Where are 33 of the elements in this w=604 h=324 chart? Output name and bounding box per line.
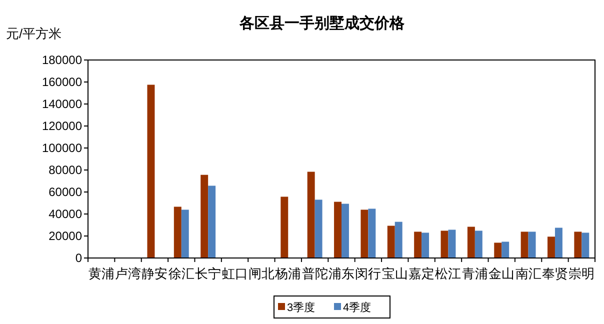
legend-label: 4季度 <box>343 301 372 314</box>
x-tick-label: 嘉定 <box>408 266 435 281</box>
x-tick-label: 闵行 <box>355 266 382 281</box>
x-tick-label: 崇明 <box>568 266 595 281</box>
y-tick-label: 180000 <box>42 53 82 67</box>
y-tick-label: 40000 <box>48 207 82 221</box>
chart-title: 各区县一手别墅成交价格 <box>238 14 406 32</box>
x-tick-label: 南汇 <box>515 266 542 281</box>
y-tick-label: 60000 <box>48 185 82 199</box>
x-tick-label: 闸北 <box>248 266 274 281</box>
y-tick-label: 120000 <box>42 119 82 133</box>
x-tick-label: 金山 <box>488 266 515 281</box>
x-tick-label: 黄浦 <box>88 266 114 281</box>
y-tick-label: 100000 <box>42 141 82 155</box>
x-tick-label: 长宁 <box>195 266 222 281</box>
x-tick-label: 卢湾 <box>115 266 142 281</box>
x-tick-label: 静安 <box>142 266 168 281</box>
y-tick-label: 80000 <box>48 163 82 177</box>
x-tick-label: 奉贤 <box>542 266 568 281</box>
x-tick-label: 普陀 <box>302 266 328 281</box>
y-tick-label: 0 <box>75 251 82 265</box>
x-tick-label: 杨浦 <box>274 266 302 281</box>
y-tick-label: 20000 <box>48 229 82 243</box>
x-tick-label: 浦东 <box>328 266 354 281</box>
y-tick-label: 160000 <box>42 75 82 89</box>
x-tick-label: 青浦 <box>462 266 488 281</box>
y-axis-title: 元/平方米 <box>6 26 62 41</box>
x-tick-label: 松江 <box>435 266 462 281</box>
y-tick-label: 140000 <box>42 97 82 111</box>
x-tick-label: 宝山 <box>382 266 408 281</box>
x-tick-label: 徐汇 <box>168 266 194 281</box>
legend-label: 3季度 <box>287 301 316 314</box>
x-tick-label: 虹口 <box>222 266 248 281</box>
